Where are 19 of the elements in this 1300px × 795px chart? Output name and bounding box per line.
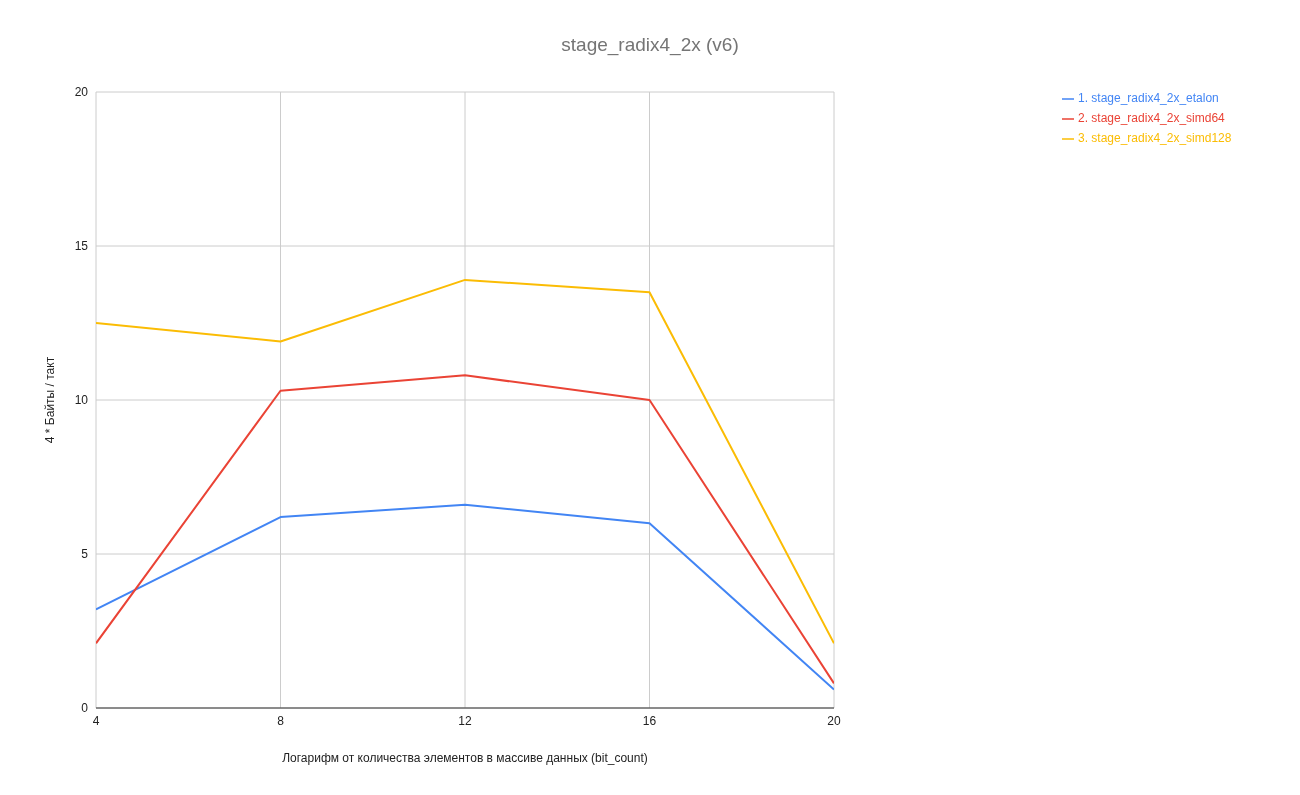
- line-series: [96, 278, 834, 645]
- x-tick-label: 8: [277, 713, 285, 728]
- y-tick-label: 15: [74, 239, 89, 254]
- legend-label: 3. stage_radix4_2x_simd128: [1078, 131, 1232, 145]
- line-series: [96, 503, 834, 691]
- legend-label: 1. stage_radix4_2x_etalon: [1078, 91, 1219, 105]
- y-tick-label: 10: [74, 393, 89, 408]
- y-tick-label: 5: [81, 547, 89, 562]
- x-tick-label: 12: [458, 713, 472, 728]
- legend-label: 2. stage_radix4_2x_simd64: [1078, 111, 1225, 125]
- chart-title: stage_radix4_2x (v6): [560, 34, 740, 56]
- y-axis-title: 4 * Байты / такт: [43, 356, 58, 444]
- x-axis-title: Логарифм от количества элементов в массиве данных (bit_count): [282, 751, 648, 765]
- line-series: [96, 374, 834, 685]
- x-tick-label: 16: [642, 713, 657, 728]
- x-tick-label: 4: [92, 713, 100, 728]
- y-tick-label: 0: [81, 701, 89, 716]
- x-tick-label: 20: [827, 713, 841, 728]
- y-tick-label: 20: [74, 85, 89, 100]
